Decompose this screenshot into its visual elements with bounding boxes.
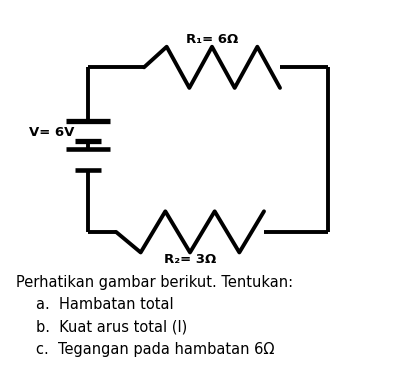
Text: R₁= 6Ω: R₁= 6Ω xyxy=(186,33,238,46)
Text: R₂= 3Ω: R₂= 3Ω xyxy=(164,254,216,266)
Text: b.  Kuat arus total (l): b. Kuat arus total (l) xyxy=(36,320,187,335)
Text: c.  Tegangan pada hambatan 6Ω: c. Tegangan pada hambatan 6Ω xyxy=(36,342,274,357)
Text: Perhatikan gambar berikut. Tentukan:: Perhatikan gambar berikut. Tentukan: xyxy=(16,275,293,290)
Text: V= 6V: V= 6V xyxy=(29,126,75,139)
Text: a.  Hambatan total: a. Hambatan total xyxy=(36,297,174,312)
